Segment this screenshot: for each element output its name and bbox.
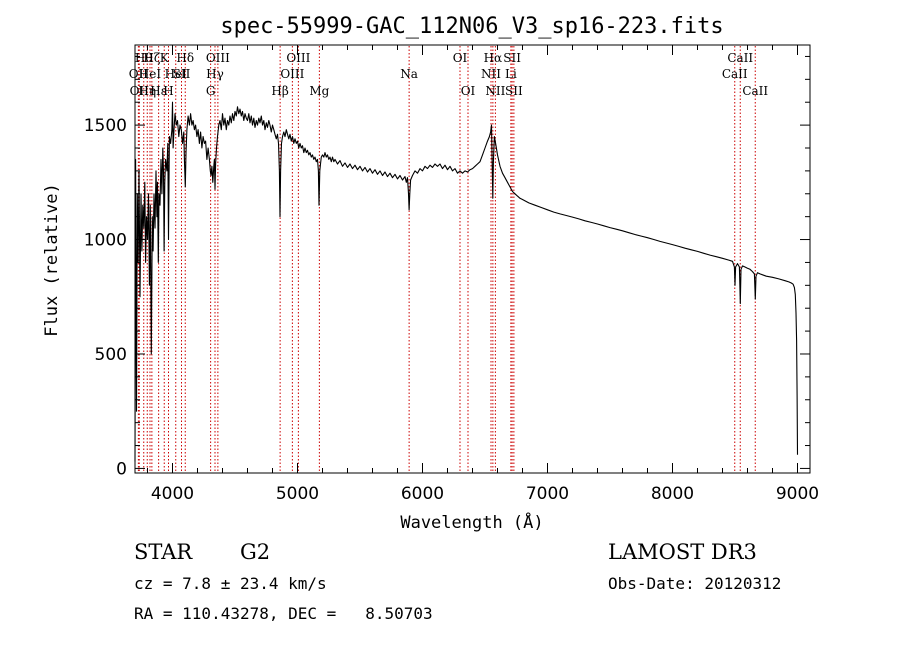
axis-tick-labels: 4000 5000 6000 7000 8000 9000 0 500 1000 1500 (84, 116, 819, 504)
line-label-7: K (160, 51, 170, 65)
line-label-11: Hδ (176, 51, 194, 65)
x-tick-label-5: 9000 (776, 484, 819, 504)
y-tick-label-2: 1000 (84, 231, 127, 251)
x-axis-label: Wavelength (Å) (400, 511, 543, 533)
y-tick-label-3: 1500 (84, 116, 127, 136)
line-label-12: Hγ (206, 67, 224, 81)
line-label-22: NII (481, 67, 501, 81)
line-label-5: Hζ (143, 51, 160, 65)
line-label-23: Hα (484, 51, 503, 65)
line-label-21: OI (461, 84, 476, 98)
line-label-15: Hβ (271, 84, 288, 98)
x-tick-label-1: 5000 (276, 484, 319, 504)
x-tick-label-0: 4000 (151, 484, 194, 504)
x-tick-label-2: 6000 (401, 484, 444, 504)
line-label-4: HeI (139, 67, 162, 81)
line-label-26: SII (503, 51, 521, 65)
line-label-13: G (206, 84, 216, 98)
y-tick-label-1: 500 (95, 345, 127, 365)
y-axis-label: Flux (relative) (42, 183, 62, 337)
object-class: STAR (134, 540, 193, 564)
line-label-30: CaII (742, 84, 768, 98)
line-label-28: CaII (722, 67, 748, 81)
line-label-3: Hη (138, 84, 156, 98)
redshift-readout: cz = 7.8 ± 23.4 km/s (134, 574, 327, 593)
line-label-16: OIII (280, 67, 304, 81)
line-label-2: Hθ (135, 51, 153, 65)
axis-ticks (135, 45, 810, 473)
line-label-24: NII (485, 84, 505, 98)
x-tick-label-4: 8000 (651, 484, 694, 504)
coordinates-readout: RA = 110.43278, DEC = 8.50703 (134, 604, 433, 623)
y-tick-label-0: 0 (116, 459, 127, 479)
x-tick-label-3: 7000 (526, 484, 569, 504)
line-label-19: Na (400, 67, 418, 81)
object-subclass: G2 (240, 540, 270, 564)
line-label-20: OI (453, 51, 468, 65)
observation-date: Obs-Date: 20120312 (608, 574, 781, 593)
plot-frame (134, 44, 811, 474)
line-label-14: OIII (206, 51, 230, 65)
line-label-6: Hε (150, 84, 167, 98)
emission-line-markers (137, 46, 756, 472)
emission-line-labels: OIIOIIHθHηHeIHζHεKHHeISIIHδHγGOIIIHβOIII… (129, 51, 769, 98)
line-label-17: OIII (286, 51, 310, 65)
line-label-29: CaII (727, 51, 753, 65)
line-label-25: Li (505, 67, 517, 81)
spectrum-trace (134, 101, 799, 462)
line-label-1: OII (130, 84, 150, 98)
line-label-9: HeI (165, 67, 188, 81)
line-label-18: Mg (309, 84, 329, 98)
line-label-27: SII (505, 84, 523, 98)
chart-title: spec-55999-GAC_112N06_V3_sp16-223.fits (220, 14, 723, 39)
line-label-10: SII (173, 67, 191, 81)
line-label-8: H (163, 84, 173, 98)
survey-name: LAMOST DR3 (608, 540, 757, 564)
line-label-0: OII (129, 67, 149, 81)
